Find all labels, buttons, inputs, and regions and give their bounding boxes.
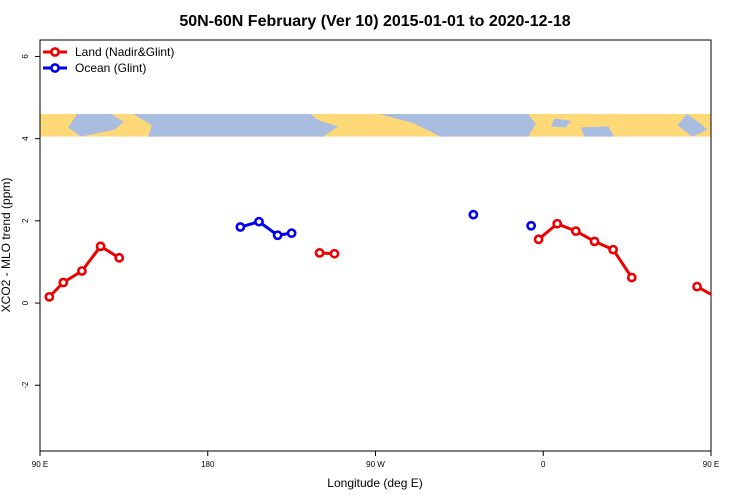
x-tick-label: 90 E bbox=[703, 460, 719, 469]
x-tick-label: 180 bbox=[201, 460, 215, 469]
legend-land-label: Land (Nadir&Glint) bbox=[75, 45, 174, 59]
series-land-point bbox=[533, 234, 544, 245]
y-tick-label: 6 bbox=[21, 54, 30, 59]
y-axis: -2 0 2 4 6 bbox=[21, 54, 40, 389]
y-axis-label: XCO2 - MLO trend (ppm) bbox=[0, 178, 13, 313]
series-land-point bbox=[710, 295, 711, 299]
x-tick-label: 0 bbox=[541, 460, 546, 469]
legend-ocean-marker bbox=[50, 63, 60, 73]
y-tick-label: 0 bbox=[21, 300, 30, 305]
series-ocean-point bbox=[235, 222, 246, 232]
series-land-point bbox=[552, 218, 563, 229]
x-axis-label: Longitude (deg E) bbox=[327, 476, 422, 490]
series-land-point bbox=[114, 252, 125, 263]
series-ocean-point bbox=[286, 228, 297, 239]
chart-title: 50N-60N February (Ver 10) 2015-01-01 to … bbox=[179, 13, 570, 30]
series-land-point bbox=[314, 247, 325, 258]
x-tick-label: 90 W bbox=[366, 460, 385, 469]
legend-item-land: Land (Nadir&Glint) bbox=[43, 45, 174, 59]
plot-frame bbox=[39, 39, 712, 452]
map-strip bbox=[40, 113, 711, 137]
series-land-point bbox=[329, 248, 340, 259]
series-ocean-point bbox=[254, 216, 264, 227]
x-tick-label: 90 E bbox=[32, 460, 48, 469]
series-land-point bbox=[589, 236, 600, 247]
series-land-point bbox=[570, 226, 581, 237]
map-strip-ocean bbox=[67, 113, 708, 137]
x-axis: 90 E 180 90 W 0 90 E bbox=[32, 451, 719, 469]
series-land-point bbox=[44, 291, 55, 302]
series-ocean-line bbox=[239, 220, 292, 237]
legend-item-ocean: Ocean (Glint) bbox=[43, 61, 146, 75]
series-land-point bbox=[77, 266, 87, 276]
series-land-point bbox=[608, 244, 619, 255]
y-tick-label: -2 bbox=[21, 381, 30, 389]
series-ocean-point bbox=[272, 230, 283, 241]
series-layer bbox=[44, 209, 738, 302]
legend-land-marker bbox=[50, 47, 60, 57]
series-ocean-point bbox=[526, 220, 537, 231]
legend: Land (Nadir&Glint) Ocean (Glint) bbox=[43, 45, 174, 75]
series-land-point bbox=[58, 277, 69, 288]
series-ocean-point bbox=[468, 209, 479, 220]
legend-ocean-label: Ocean (Glint) bbox=[75, 61, 146, 75]
y-tick-label: 2 bbox=[21, 218, 30, 223]
series-land-line bbox=[696, 285, 711, 297]
series-land-point bbox=[731, 279, 738, 286]
series-land-point bbox=[692, 281, 702, 292]
series-land-point bbox=[95, 241, 106, 252]
series-land-point bbox=[626, 272, 637, 283]
y-tick-label: 4 bbox=[21, 136, 30, 141]
map-ocean-shape bbox=[67, 113, 708, 137]
